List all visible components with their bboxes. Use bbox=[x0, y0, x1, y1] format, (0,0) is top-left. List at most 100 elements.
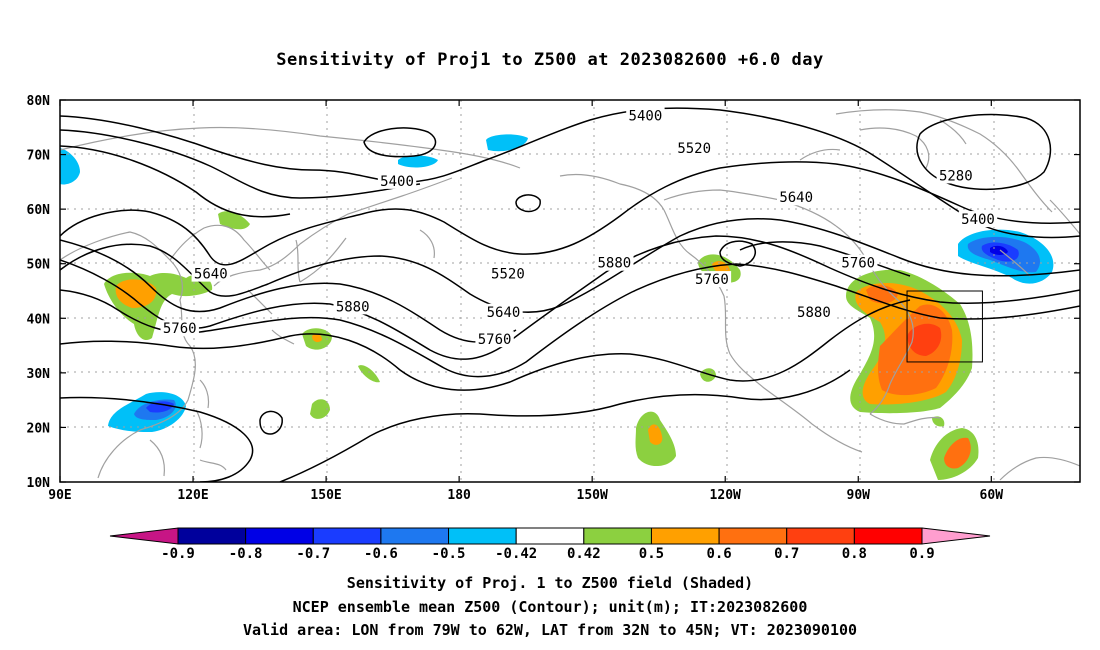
lon-label: 120W bbox=[710, 488, 741, 503]
colorbar-bin bbox=[786, 527, 855, 545]
lon-label: 150W bbox=[577, 488, 608, 503]
colorbar-tick-label: -0.7 bbox=[296, 546, 330, 562]
contour-label: 5400 bbox=[629, 108, 663, 124]
shade-orange-caribbean bbox=[944, 437, 971, 469]
caption-line-3: Valid area: LON from 79W to 62W, LAT fro… bbox=[242, 621, 858, 639]
colorbar-under-triangle bbox=[109, 527, 179, 545]
contour-label: 5880 bbox=[797, 305, 831, 321]
lat-label: 60N bbox=[27, 203, 51, 218]
z500-contours bbox=[60, 107, 1080, 482]
shade-red-atlantic bbox=[907, 323, 942, 356]
contour-label-bg bbox=[484, 303, 523, 320]
contour-label: 5880 bbox=[597, 256, 631, 272]
colorbar: -0.9 -0.8 -0.7 -0.6 -0.5 -0.42 0.42 0.5 0.6 0.7 0.… bbox=[109, 527, 991, 562]
lon-label: 90E bbox=[48, 488, 71, 503]
colorbar-bin bbox=[245, 527, 314, 545]
colorbar-bin bbox=[312, 527, 382, 545]
shade-orange-cpac bbox=[648, 424, 663, 445]
valid-area-box bbox=[906, 290, 983, 363]
contour-label-bg bbox=[595, 254, 634, 271]
colorbar-tick-label: -0.6 bbox=[364, 546, 398, 562]
contour-label: 5760 bbox=[695, 272, 729, 288]
contour-label: 5640 bbox=[779, 190, 813, 206]
colorbar-bin bbox=[583, 527, 652, 545]
colorbar-tick-label: 0.42 bbox=[567, 546, 601, 562]
contour-label-bg bbox=[488, 265, 528, 282]
plot-frame bbox=[59, 99, 1081, 483]
contour-label: 5520 bbox=[677, 141, 711, 157]
contour-label-bg bbox=[776, 189, 816, 206]
colorbar-tick-label: 0.8 bbox=[842, 546, 867, 562]
lon-label: 180 bbox=[447, 488, 471, 503]
contour-label: 5760 bbox=[478, 332, 512, 348]
shade-green-caribbean2 bbox=[932, 416, 945, 427]
colorbar-bin bbox=[650, 527, 720, 545]
lat-label: 40N bbox=[27, 312, 51, 327]
caption-line-2: NCEP ensemble mean Z500 (Contour); unit(… bbox=[292, 598, 808, 616]
shade-green-asia-small bbox=[218, 211, 250, 230]
shade-orange-china bbox=[115, 279, 157, 308]
contour-label-bg bbox=[794, 303, 834, 320]
contour-label-bg bbox=[333, 298, 372, 315]
contour-label: 5640 bbox=[487, 305, 521, 321]
lon-label: 120E bbox=[177, 488, 208, 503]
colorbar-bin bbox=[380, 527, 450, 545]
contour-label-bg bbox=[936, 167, 976, 184]
colorbar-bin bbox=[177, 527, 247, 545]
caption-line-1: Sensitivity of Proj. 1 to Z500 field (Sh… bbox=[346, 574, 754, 592]
contour-label: 5520 bbox=[491, 267, 525, 283]
contour-label-bg bbox=[626, 107, 665, 124]
contour-label: 5640 bbox=[194, 267, 228, 283]
contour-labels: 5400 5400 5520 5640 5280 5400 5640 5760 5880 5520… bbox=[160, 107, 998, 348]
map-title: Sensitivity of Proj1 to Z500 at 20230826… bbox=[276, 50, 824, 70]
contour-label-bg bbox=[958, 211, 998, 228]
contour-label: 5400 bbox=[380, 174, 414, 190]
shade-blue-scs-dark bbox=[146, 401, 174, 413]
colorbar-bin bbox=[448, 527, 517, 545]
shade-orange-wpac1 bbox=[312, 333, 322, 343]
shade-green-wpac2 bbox=[358, 365, 380, 383]
coastlines bbox=[60, 109, 1080, 481]
contour-label-bg bbox=[475, 331, 514, 348]
lon-label: 90W bbox=[847, 488, 871, 503]
contour-label-bg bbox=[674, 140, 714, 157]
contour-label: 5760 bbox=[841, 256, 875, 272]
colorbar-bin bbox=[853, 527, 923, 545]
lat-label: 80N bbox=[27, 94, 51, 109]
shade-blue-nw bbox=[60, 148, 80, 185]
colorbar-tick-label: -0.9 bbox=[161, 546, 195, 562]
graticule bbox=[60, 100, 1080, 482]
contour-label: 5760 bbox=[163, 321, 197, 337]
shade-green-wpac3 bbox=[310, 399, 330, 419]
lat-label: 70N bbox=[27, 149, 51, 164]
contour-label-bg bbox=[839, 254, 878, 271]
colorbar-tick-label: 0.6 bbox=[706, 546, 731, 562]
colorbar-over-triangle bbox=[921, 527, 991, 545]
colorbar-bin bbox=[515, 527, 585, 545]
shade-blue-bering1 bbox=[398, 155, 438, 168]
colorbar-tick-label: -0.8 bbox=[229, 546, 263, 562]
lat-label: 20N bbox=[27, 421, 51, 436]
lat-label: 50N bbox=[27, 258, 51, 273]
colorbar-tick-label: -0.5 bbox=[432, 546, 466, 562]
colorbar-tick-label: 0.7 bbox=[774, 546, 799, 562]
shade-green-baja bbox=[700, 368, 716, 382]
contour-label: 5880 bbox=[336, 299, 370, 315]
lat-label: 30N bbox=[27, 367, 51, 382]
contour-label-bg bbox=[692, 271, 732, 288]
lon-label: 150E bbox=[310, 488, 341, 503]
contour-label-bg bbox=[160, 320, 199, 337]
colorbar-bin bbox=[718, 527, 788, 545]
shade-blue-bering2 bbox=[486, 134, 528, 152]
colorbar-tick-label: 0.9 bbox=[909, 546, 934, 562]
lat-label: 10N bbox=[27, 476, 51, 491]
contour-label-bg bbox=[191, 265, 230, 282]
contour-label-bg bbox=[377, 172, 417, 189]
contour-label: 5280 bbox=[939, 168, 973, 184]
colorbar-tick-label: -0.42 bbox=[495, 546, 537, 562]
colorbar-tick-label: 0.5 bbox=[639, 546, 664, 562]
lon-label: 60W bbox=[980, 488, 1004, 503]
contour-label: 5400 bbox=[961, 212, 995, 228]
